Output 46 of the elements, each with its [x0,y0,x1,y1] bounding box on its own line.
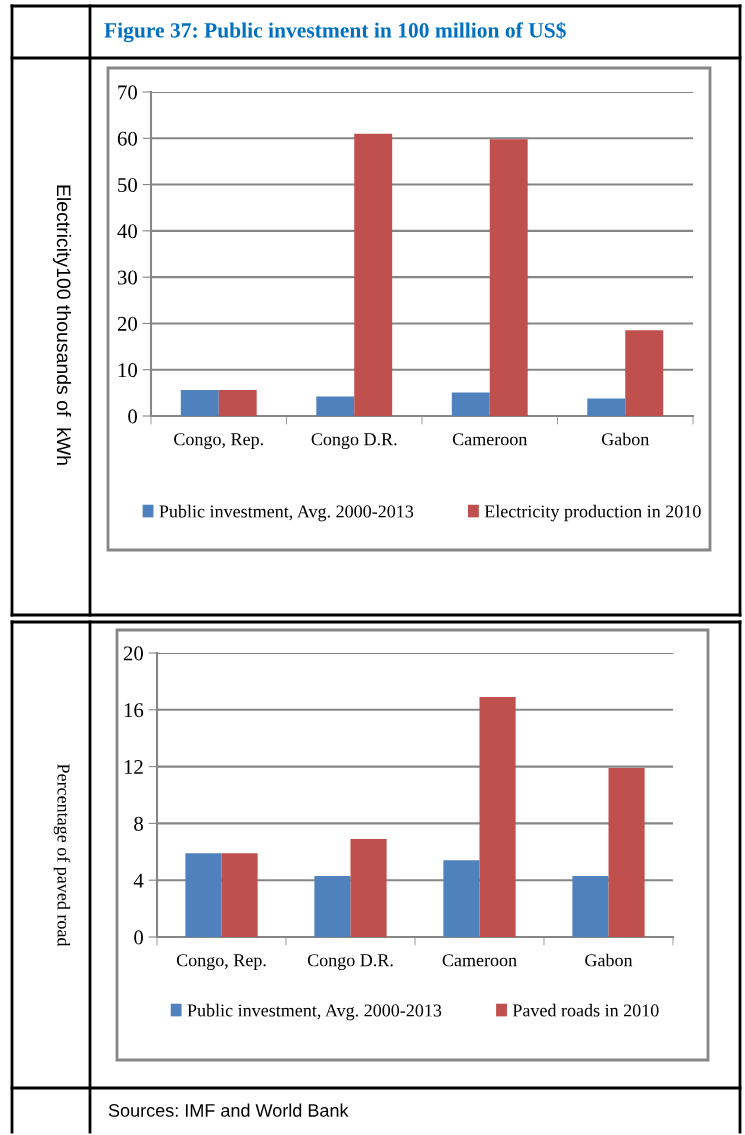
bar [185,853,222,937]
y-tick-label: 4 [133,873,144,888]
y-axis-title: Electricity100 thousands of kWh [52,185,72,465]
y-tick-label: 30 [117,270,138,285]
y-tick-label: 20 [117,316,138,331]
bar [489,139,528,416]
y-tick-label: 12 [124,760,143,774]
y-tick-label: 40 [117,224,138,239]
bar [479,697,516,937]
y-tick-label: 70 [118,85,138,100]
bar [354,133,393,416]
legend-label: Public investment, Avg. 2000-2013 [187,1003,442,1021]
bar [443,860,480,937]
chart-title: Figure 37: Public investment in 100 million of US$ [104,21,566,43]
x-tick-label: Congo D.R. [307,954,393,971]
bar [572,875,609,937]
x-tick-label: Congo, Rep. [176,954,266,971]
legend-label: Public investment, Avg. 2000-2013 [159,504,414,522]
y-tick-label: 0 [134,930,144,945]
bar [316,396,355,416]
x-tick-label: Cameroon [452,433,528,446]
x-tick-label: Gabon [601,432,650,446]
bar [608,768,645,937]
x-tick-label: Congo D.R. [311,433,397,450]
bar [451,392,490,416]
y-tick-label: 60 [117,131,138,146]
y-tick-label: 50 [118,177,138,192]
bar [587,398,626,416]
x-tick-label: Congo, Rep. [174,433,263,450]
x-tick-label: Cameroon [442,954,517,967]
bar [314,875,351,937]
y-tick-label: 16 [124,703,144,718]
y-tick-label: 20 [123,646,144,661]
y-tick-label: 8 [134,816,144,831]
y-axis-title: Percentage of paved road [53,764,71,947]
bar [350,839,387,937]
bar [221,853,258,937]
bar [218,390,257,416]
bar [625,330,664,416]
legend-label: Electricity production in 2010 [484,504,701,522]
x-tick-label: Gabon [585,953,633,967]
y-tick-label: 10 [118,363,138,378]
bar [180,390,219,416]
source-note: Sources: IMF and World Bank [108,1103,349,1117]
y-tick-label: 0 [128,409,138,424]
legend-label: Paved roads in 2010 [512,1003,659,1017]
